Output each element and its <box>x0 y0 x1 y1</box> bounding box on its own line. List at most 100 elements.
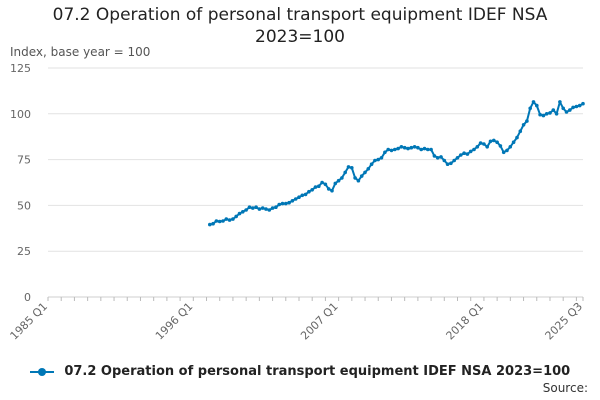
data-point[interactable] <box>270 206 275 210</box>
legend[interactable]: 07.2 Operation of personal transport equ… <box>0 364 600 379</box>
data-point[interactable] <box>475 145 480 149</box>
data-point[interactable] <box>508 145 513 149</box>
data-point[interactable] <box>356 178 361 183</box>
data-point[interactable] <box>366 167 371 171</box>
data-point[interactable] <box>468 149 473 154</box>
data-point[interactable] <box>511 140 516 144</box>
data-point[interactable] <box>459 153 463 157</box>
data-point[interactable] <box>231 217 235 221</box>
data-point[interactable] <box>406 146 410 151</box>
data-point[interactable] <box>492 138 496 143</box>
data-point[interactable] <box>317 184 321 188</box>
data-point[interactable] <box>577 103 582 108</box>
data-point[interactable] <box>564 110 569 114</box>
data-point[interactable] <box>320 180 324 185</box>
data-point[interactable] <box>528 106 532 111</box>
data-point[interactable] <box>340 176 344 180</box>
data-point[interactable] <box>277 202 282 207</box>
data-point[interactable] <box>343 170 348 175</box>
data-point[interactable] <box>227 218 232 222</box>
data-point[interactable] <box>254 205 258 209</box>
data-point[interactable] <box>376 157 381 162</box>
data-point[interactable] <box>293 197 298 201</box>
data-point[interactable] <box>274 205 278 209</box>
data-point[interactable] <box>498 144 503 148</box>
data-point[interactable] <box>551 108 556 112</box>
data-point[interactable] <box>568 108 572 112</box>
data-point[interactable] <box>359 174 364 178</box>
data-point[interactable] <box>346 165 351 169</box>
data-point[interactable] <box>221 219 225 223</box>
data-point[interactable] <box>402 145 407 150</box>
data-point[interactable] <box>326 187 331 191</box>
data-point[interactable] <box>452 158 457 163</box>
data-point[interactable] <box>482 142 486 146</box>
data-point[interactable] <box>518 129 523 133</box>
data-point[interactable] <box>369 162 374 166</box>
data-point[interactable] <box>297 195 301 199</box>
data-point[interactable] <box>396 146 400 151</box>
data-point[interactable] <box>435 156 440 160</box>
data-point[interactable] <box>445 162 450 166</box>
data-point[interactable] <box>515 135 519 140</box>
data-point[interactable] <box>571 105 575 110</box>
data-point[interactable] <box>350 166 354 170</box>
data-point[interactable] <box>290 199 295 203</box>
data-point[interactable] <box>303 192 308 197</box>
data-point[interactable] <box>323 182 328 187</box>
data-point[interactable] <box>353 176 357 180</box>
data-point[interactable] <box>251 206 255 210</box>
data-point[interactable] <box>541 113 546 118</box>
data-point[interactable] <box>505 148 509 153</box>
data-point[interactable] <box>214 219 219 223</box>
data-point[interactable] <box>217 219 222 224</box>
data-point[interactable] <box>521 123 526 127</box>
data-point[interactable] <box>399 145 404 149</box>
data-point[interactable] <box>383 150 387 155</box>
data-point[interactable] <box>455 156 460 160</box>
data-point[interactable] <box>544 112 549 116</box>
data-point[interactable] <box>379 156 384 160</box>
data-point[interactable] <box>393 147 397 152</box>
data-point[interactable] <box>548 111 552 115</box>
data-point[interactable] <box>389 148 394 153</box>
data-point[interactable] <box>432 154 437 158</box>
data-point[interactable] <box>287 200 291 205</box>
data-point[interactable] <box>419 147 424 152</box>
data-point[interactable] <box>535 103 539 108</box>
data-point[interactable] <box>429 147 433 152</box>
data-point[interactable] <box>336 178 341 183</box>
data-point[interactable] <box>247 205 252 209</box>
data-point[interactable] <box>234 214 238 219</box>
data-point[interactable] <box>465 152 470 156</box>
data-point[interactable] <box>224 217 229 221</box>
data-point[interactable] <box>300 193 305 198</box>
data-point[interactable] <box>501 150 506 155</box>
data-point[interactable] <box>462 151 466 155</box>
data-point[interactable] <box>307 189 311 194</box>
data-point[interactable] <box>472 147 476 152</box>
data-point[interactable] <box>333 181 338 186</box>
data-point[interactable] <box>581 101 585 106</box>
data-point[interactable] <box>561 106 565 111</box>
data-point[interactable] <box>244 208 248 212</box>
data-point[interactable] <box>280 201 285 206</box>
data-point[interactable] <box>208 222 212 227</box>
data-point[interactable] <box>373 158 377 163</box>
data-point[interactable] <box>237 211 242 216</box>
data-point[interactable] <box>558 100 562 104</box>
data-point[interactable] <box>412 145 417 149</box>
data-point[interactable] <box>257 207 262 211</box>
data-point[interactable] <box>313 185 318 189</box>
data-point[interactable] <box>538 112 542 117</box>
data-point[interactable] <box>422 146 427 151</box>
data-point[interactable] <box>310 188 315 192</box>
data-point[interactable] <box>478 141 483 145</box>
data-point[interactable] <box>416 145 420 150</box>
data-point[interactable] <box>485 145 490 149</box>
data-point[interactable] <box>531 100 536 104</box>
data-point[interactable] <box>442 158 447 163</box>
data-point[interactable] <box>241 210 245 214</box>
data-point[interactable] <box>525 119 529 123</box>
data-point[interactable] <box>554 112 559 116</box>
